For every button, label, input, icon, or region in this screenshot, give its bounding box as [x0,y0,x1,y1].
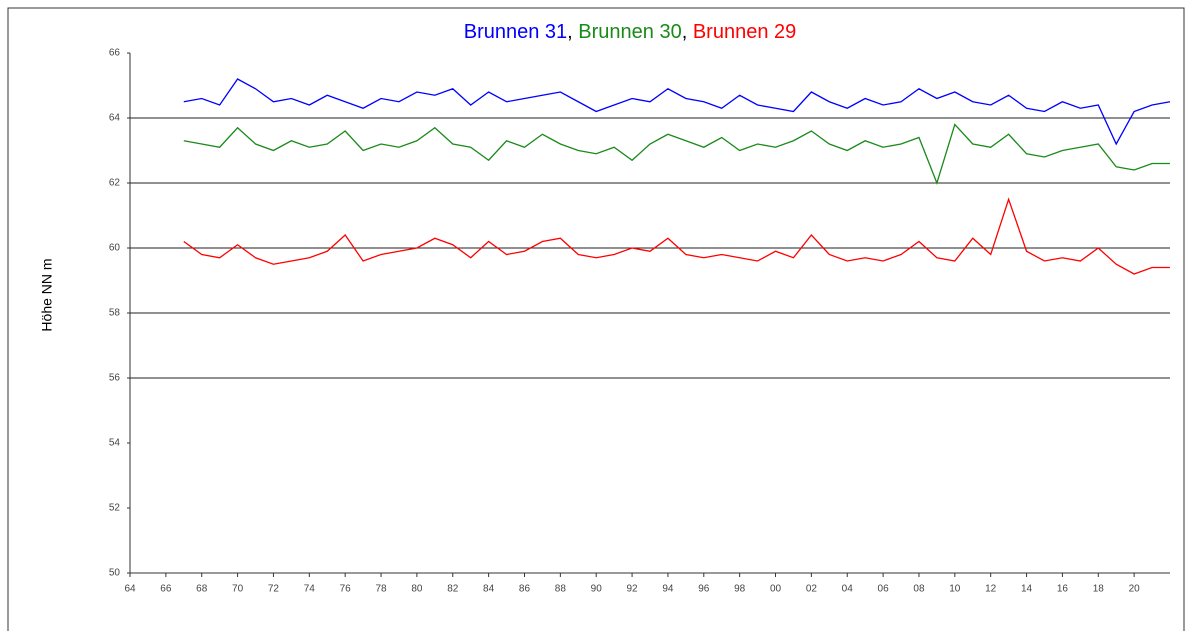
y-tick-label: 60 [109,243,121,254]
x-tick-label: 18 [1093,584,1105,595]
x-tick-label: 96 [698,584,710,595]
x-tick-label: 92 [627,584,639,595]
x-tick-label: 76 [340,584,352,595]
x-tick-label: 02 [806,584,818,595]
x-tick-label: 98 [734,584,746,595]
y-tick-label: 58 [109,308,121,319]
y-tick-label: 54 [109,438,121,449]
x-tick-label: 78 [375,584,387,595]
legend-entry: Brunnen 31 [464,21,567,43]
legend-entry: Brunnen 29 [693,21,796,43]
legend-entry: Brunnen 30 [578,21,681,43]
x-tick-label: 74 [304,584,316,595]
x-tick-label: 04 [842,584,854,595]
x-tick-label: 94 [662,584,674,595]
x-tick-label: 12 [985,584,997,595]
x-tick-label: 10 [949,584,961,595]
x-tick-label: 80 [411,584,423,595]
x-tick-label: 00 [770,584,782,595]
x-tick-label: 06 [878,584,890,595]
x-tick-label: 16 [1057,584,1069,595]
series-line [183,123,1170,185]
x-tick-label: 64 [124,584,136,595]
x-tick-label: 84 [483,584,495,595]
chart-title: Brunnen 31, Brunnen 30, Brunnen 29 [464,21,797,43]
x-tick-label: 70 [232,584,244,595]
y-tick-label: 62 [109,178,121,189]
x-tick-label: 82 [447,584,459,595]
x-tick-label: 72 [268,584,280,595]
x-tick-label: 14 [1021,584,1033,595]
y-tick-label: 66 [109,48,121,59]
x-tick-label: 68 [196,584,208,595]
series-line [183,197,1170,275]
y-axis-label: Höhe NN m [39,258,55,331]
x-tick-label: 90 [591,584,603,595]
x-tick-label: 08 [913,584,925,595]
x-tick-label: 66 [160,584,172,595]
x-tick-label: 20 [1129,584,1141,595]
y-tick-label: 64 [109,113,121,124]
y-tick-label: 52 [109,503,121,514]
y-tick-label: 56 [109,373,121,384]
series-line [183,78,1171,146]
x-tick-label: 86 [519,584,531,595]
frame [7,7,1185,631]
x-tick-label: 88 [555,584,567,595]
y-tick-label: 50 [109,568,121,579]
